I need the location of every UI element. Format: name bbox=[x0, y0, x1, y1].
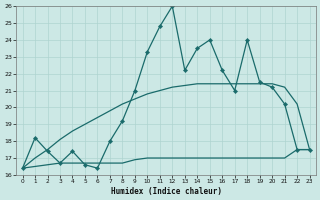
X-axis label: Humidex (Indice chaleur): Humidex (Indice chaleur) bbox=[111, 187, 221, 196]
